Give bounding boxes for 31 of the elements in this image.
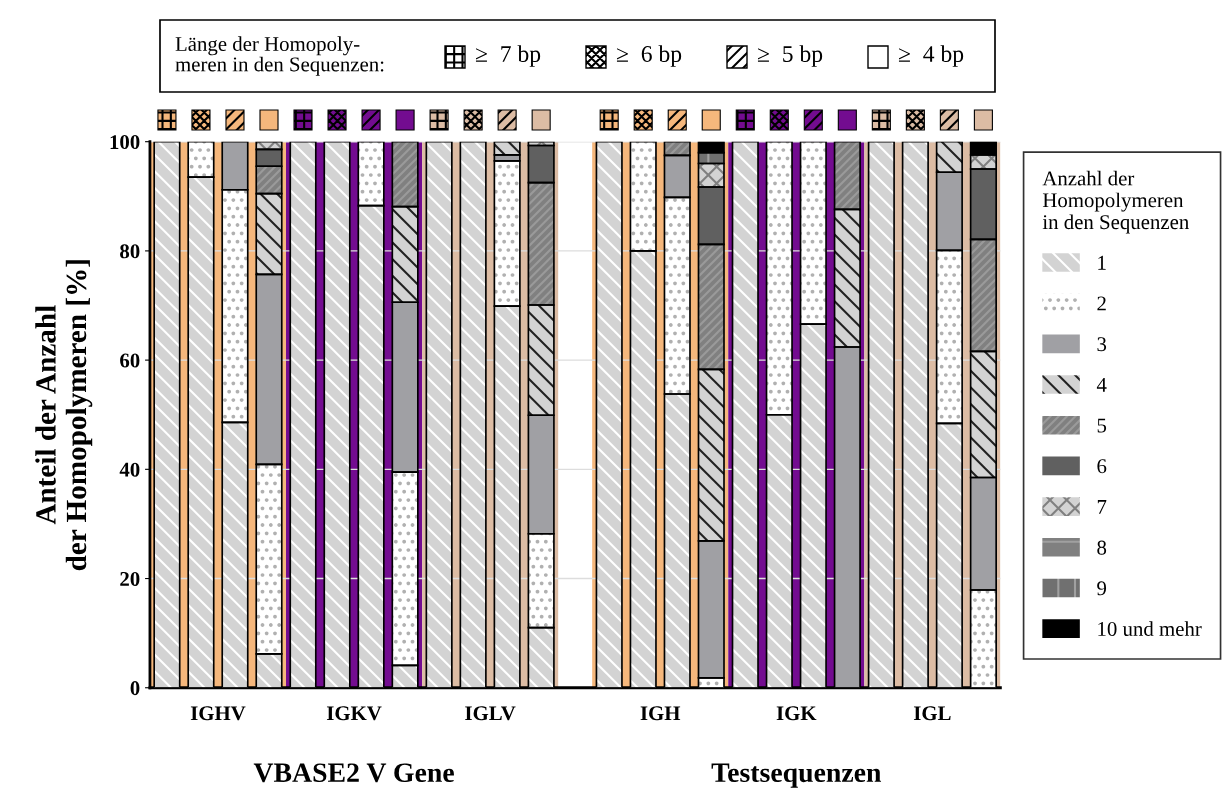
text: IGHV: [190, 706, 246, 721]
legend-title: Anzahl der Homopolymeren in den Sequenzen: [1042, 170, 1189, 234]
legend-label: 8: [1097, 540, 1107, 555]
text: IGL: [913, 706, 951, 721]
legend-label: 6: [1097, 459, 1107, 474]
text: IGKV: [326, 706, 382, 721]
y-axis-title: Anteil der Anzahl der Homopolymeren [%]: [35, 260, 93, 571]
y-tick-label: 40: [119, 462, 140, 477]
text: Testsequenzen: [711, 763, 882, 788]
legend-label: 9: [1097, 581, 1107, 596]
legend-label: 5: [1097, 418, 1107, 433]
text: ≥ 7 bp: [475, 45, 541, 67]
y-tick-label: 0: [130, 681, 140, 696]
legend-label: 2: [1097, 296, 1106, 311]
y-tick-label: 20: [120, 571, 140, 586]
text: Länge der Homopoly- meren in den Sequenzen:: [175, 36, 384, 76]
text: VBASE2 V Gene: [253, 763, 454, 783]
text: IGH: [640, 706, 681, 721]
text: ≥ 6 bp: [616, 45, 682, 67]
legend-label: 10 und mehr: [1098, 621, 1202, 637]
y-tick-label: 60: [120, 353, 140, 368]
legend-label: 1: [1098, 255, 1106, 270]
y-tick-label: 100: [110, 135, 140, 150]
y-tick-label: 80: [120, 244, 140, 259]
text: ≥ 4 bp: [898, 45, 964, 67]
text: IGK: [776, 706, 817, 721]
text: ≥ 5 bp: [757, 45, 823, 67]
text: IGLV: [465, 706, 516, 721]
legend-label: 3: [1097, 337, 1107, 352]
legend-label: 4: [1096, 377, 1107, 392]
legend-label: 7: [1097, 500, 1107, 514]
